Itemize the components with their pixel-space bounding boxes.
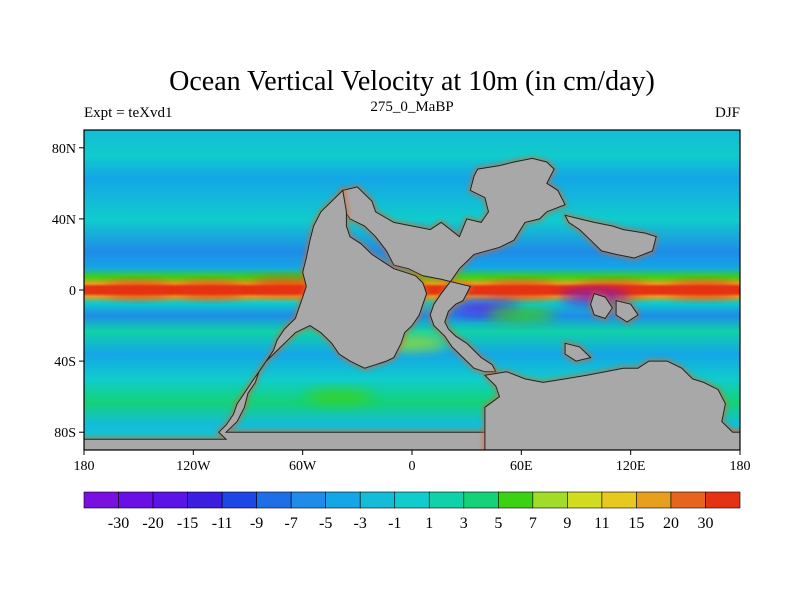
pangea-main-land bbox=[342, 157, 566, 373]
season-label: DJF bbox=[715, 105, 740, 121]
colorbar-swatch-4 bbox=[221, 491, 257, 509]
colorbar-swatch-15 bbox=[601, 491, 637, 509]
colorbar-label-9: 1 bbox=[425, 515, 433, 532]
colorbar-label-14: 11 bbox=[594, 515, 609, 532]
colorbar-label-7: -3 bbox=[354, 515, 367, 532]
colorbar-swatch-17 bbox=[670, 491, 706, 509]
time-period-label: 275_0_MaBP bbox=[370, 99, 453, 115]
x-tick-label-3: 0 bbox=[409, 459, 416, 474]
colorbar-swatch-10 bbox=[428, 491, 465, 509]
x-axis: 180 120W 60W 0 60E 120E 180 bbox=[74, 450, 751, 474]
colorbar-label-8: -1 bbox=[388, 515, 401, 532]
experiment-label: Expt = teXvd1 bbox=[84, 105, 172, 121]
colorbar-swatch-14 bbox=[567, 491, 603, 509]
east-island-2-land bbox=[590, 292, 614, 319]
plot-area bbox=[84, 130, 740, 450]
colorbar-swatch-6 bbox=[290, 491, 326, 509]
east-island-3-land bbox=[615, 300, 639, 323]
hotspot-3 bbox=[487, 283, 556, 297]
colorbar-label-17: 30 bbox=[697, 515, 713, 532]
colorbar-swatch-13 bbox=[532, 491, 568, 509]
colorbar-swatch-12 bbox=[498, 491, 534, 509]
colorbar-label-3: -11 bbox=[212, 515, 233, 532]
land-masses bbox=[84, 155, 740, 450]
colorbar-label-16: 20 bbox=[663, 515, 679, 532]
colorbar-label-12: 7 bbox=[529, 515, 537, 532]
x-tick-label-5: 120E bbox=[616, 459, 646, 474]
colorbar-label-2: -15 bbox=[177, 515, 198, 532]
colorbar-label-6: -5 bbox=[319, 515, 332, 532]
colorbar-swatch-3 bbox=[187, 491, 223, 509]
colorbar-swatch-16 bbox=[636, 491, 672, 509]
colorbar-swatch-9 bbox=[394, 491, 430, 509]
y-tick-label-0: 80N bbox=[52, 142, 76, 157]
x-tick-label-2: 60W bbox=[289, 459, 317, 474]
colorbar-label-4: -9 bbox=[250, 515, 263, 532]
y-axis: 80N 40N 0 40S 80S bbox=[52, 142, 84, 441]
colorbar-swatch-0 bbox=[83, 491, 119, 509]
colorbar-swatch-8 bbox=[359, 491, 396, 509]
colorbar-label-11: 5 bbox=[494, 515, 502, 532]
hotspot-1 bbox=[177, 283, 246, 297]
hotspot-0 bbox=[104, 283, 173, 297]
colorbar-swatch-5 bbox=[256, 491, 292, 509]
colorbar-swatch-1 bbox=[118, 491, 154, 509]
x-tick-label-6: 180 bbox=[730, 459, 751, 474]
colorbar-swatch-11 bbox=[463, 491, 499, 509]
hotspot-2 bbox=[250, 279, 319, 294]
y-tick-label-3: 40S bbox=[54, 355, 76, 370]
x-tick-label-1: 120W bbox=[176, 459, 211, 474]
y-tick-label-1: 40N bbox=[52, 213, 76, 228]
x-tick-label-4: 60E bbox=[510, 459, 533, 474]
y-tick-label-2: 0 bbox=[69, 284, 76, 299]
x-tick-label-0: 180 bbox=[74, 459, 95, 474]
colorbar-label-0: -30 bbox=[108, 515, 129, 532]
hotspot-8 bbox=[487, 307, 556, 322]
y-tick-label-4: 80S bbox=[54, 426, 76, 441]
colorbar-label-1: -20 bbox=[142, 515, 163, 532]
colorbar: -30 -20 -15 -11 -9 -7 -5 -3 -1 1 3 5 7 9 11 15 20 30 bbox=[83, 491, 741, 532]
east-island-4-land bbox=[564, 342, 592, 362]
south-america-africa-land bbox=[84, 189, 740, 450]
colorbar-swatch-18 bbox=[705, 491, 741, 509]
east-island-1-land bbox=[564, 214, 657, 259]
velocity-hotspots bbox=[104, 279, 738, 404]
colorbar-label-10: 3 bbox=[460, 515, 468, 532]
hotspot-5 bbox=[669, 283, 738, 297]
colorbar-swatch-7 bbox=[325, 491, 361, 509]
colorbar-label-15: 15 bbox=[628, 515, 644, 532]
colorbar-label-5: -7 bbox=[284, 515, 297, 532]
hotspot-10 bbox=[305, 389, 374, 404]
colorbar-label-13: 9 bbox=[563, 515, 571, 532]
chart-title: Ocean Vertical Velocity at 10m (in cm/da… bbox=[169, 66, 655, 97]
antarctic-rim-land bbox=[483, 360, 740, 450]
colorbar-swatch-2 bbox=[152, 491, 188, 509]
